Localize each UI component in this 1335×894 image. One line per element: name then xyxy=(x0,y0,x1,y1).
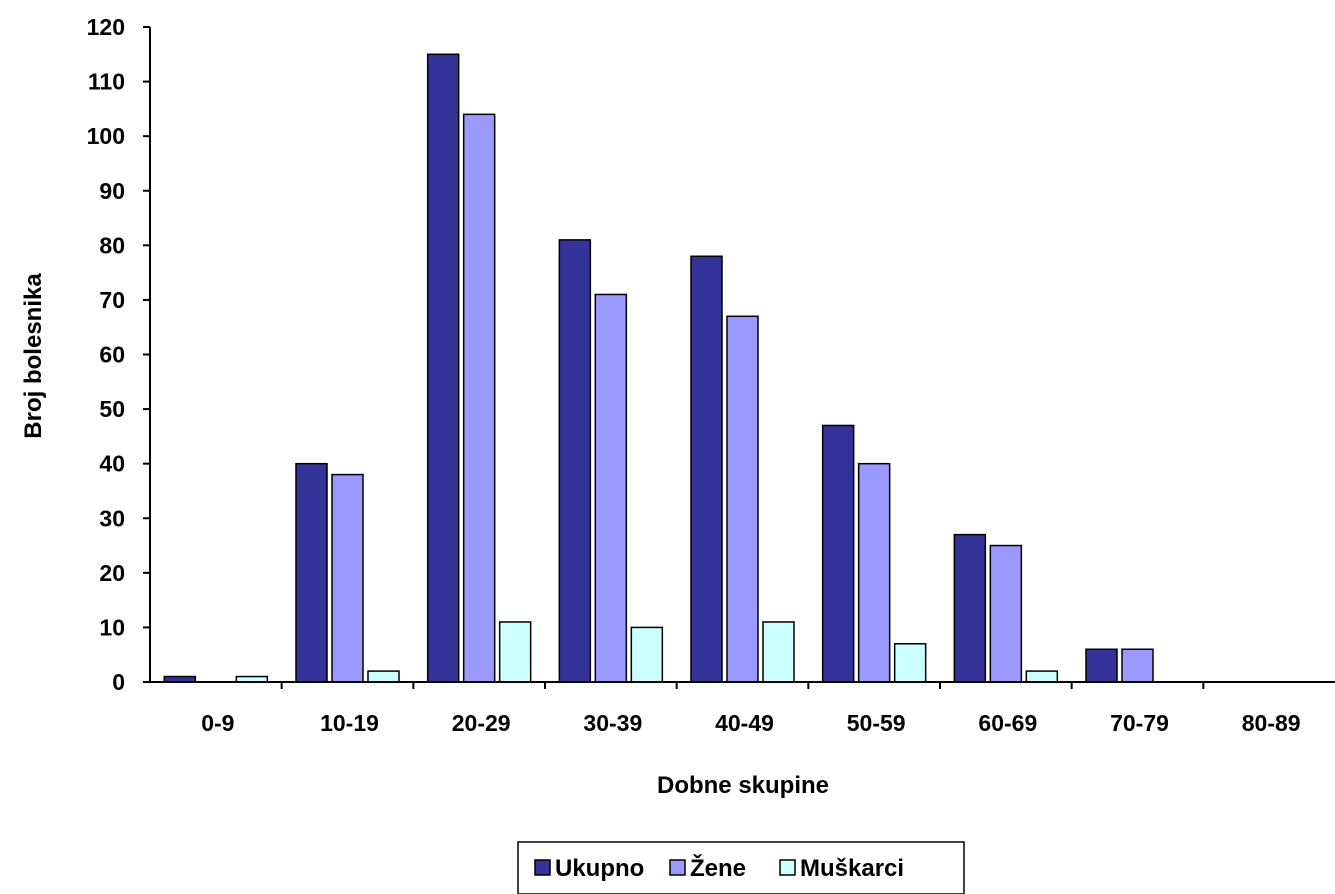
x-tick-label: 10-19 xyxy=(320,710,379,736)
bar-ukupno-40-49 xyxy=(690,255,723,683)
y-tick-label: 100 xyxy=(87,123,125,149)
bar-žene-10-19 xyxy=(331,473,364,683)
bar-muškarci-50-59 xyxy=(893,643,927,683)
legend-swatch xyxy=(669,859,686,876)
bar-žene-40-49 xyxy=(726,315,759,683)
bar-žene-50-59 xyxy=(857,462,891,683)
x-tick-layer: 0-9 10-19 20-29 30-39 40-49 50-59 60-69 70-79 80… xyxy=(201,682,1301,736)
legend-swatch xyxy=(779,859,796,876)
legend-box xyxy=(517,841,965,894)
y-tick-label: 80 xyxy=(99,232,125,258)
bars-layer xyxy=(163,53,1154,683)
legend: Ukupno Žene Muškarci xyxy=(517,841,965,894)
y-tick-label: 50 xyxy=(99,396,125,422)
y-tick-label: 90 xyxy=(99,178,125,204)
y-tick-label: 40 xyxy=(99,451,125,477)
x-tick-label: 0-9 xyxy=(201,710,234,736)
legend-items: Ukupno Žene Muškarci xyxy=(534,854,904,882)
bar-ukupno-70-79 xyxy=(1085,648,1118,683)
y-tick-label: 110 xyxy=(88,69,125,95)
x-axis-title: Dobne skupine xyxy=(657,772,829,799)
bar-ukupno-50-59 xyxy=(821,424,855,683)
legend-label: Žene xyxy=(690,854,746,882)
legend-label: Ukupno xyxy=(555,855,644,882)
bar-ukupno-30-39 xyxy=(558,239,592,683)
y-tick-label: 10 xyxy=(99,614,125,640)
legend-swatch xyxy=(534,859,551,876)
bar-žene-30-39 xyxy=(594,293,628,683)
y-tick-label: 120 xyxy=(87,14,125,40)
bar-žene-60-69 xyxy=(989,544,1023,683)
x-tick-label: 20-29 xyxy=(452,710,511,736)
bar-ukupno-60-69 xyxy=(953,533,987,683)
bar-žene-70-79 xyxy=(1121,648,1154,683)
y-axis-title: Broj bolesnika xyxy=(20,273,47,439)
x-tick-label: 70-79 xyxy=(1110,710,1169,736)
y-tick-label: 20 xyxy=(99,560,125,586)
x-tick-label: 40-49 xyxy=(715,710,774,736)
bar-muškarci-30-39 xyxy=(630,626,664,683)
y-tick-label: 60 xyxy=(99,342,125,368)
x-tick-label: 50-59 xyxy=(847,710,906,736)
x-tick-label: 80-89 xyxy=(1242,710,1301,736)
bar-žene-20-29 xyxy=(462,113,496,683)
bar-muškarci-20-29 xyxy=(498,621,532,683)
y-tick-label: 30 xyxy=(99,505,125,531)
x-tick-label: 60-69 xyxy=(978,710,1037,736)
bar-muškarci-60-69 xyxy=(1025,670,1059,683)
y-tick-layer: 0 10 20 30 40 50 60 70 80 90 100 110 120 xyxy=(87,14,150,695)
bar-muškarci-10-19 xyxy=(367,670,400,683)
y-tick-label: 70 xyxy=(99,287,125,313)
y-tick-label: 0 xyxy=(112,669,125,695)
legend-label: Muškarci xyxy=(800,855,904,882)
bar-muškarci-40-49 xyxy=(762,621,795,683)
x-tick-label: 30-39 xyxy=(583,710,642,736)
bar-ukupno-20-29 xyxy=(426,53,460,683)
bar-ukupno-10-19 xyxy=(295,462,328,683)
